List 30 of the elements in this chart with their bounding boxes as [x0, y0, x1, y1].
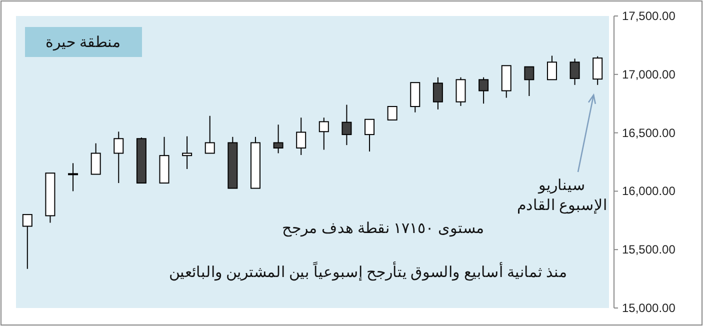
- candlestick: [432, 76, 443, 110]
- candlestick: [546, 55, 557, 80]
- candlestick: [478, 76, 489, 104]
- annotation: سيناريو الإسبوع القادم: [516, 177, 608, 214]
- y-tick-label: 17,500.00: [622, 9, 676, 23]
- candlestick: [296, 117, 306, 156]
- candlestick: [318, 117, 329, 150]
- y-tick-label: 16,000.00: [622, 184, 676, 198]
- candlestick: [22, 214, 32, 270]
- candlestick: [570, 58, 580, 86]
- candlestick: [273, 124, 284, 154]
- candlestick: [90, 142, 101, 175]
- candlestick: [114, 131, 124, 184]
- candlestick: [342, 104, 352, 146]
- candlestick: [68, 162, 78, 192]
- candlestick: [364, 118, 375, 152]
- candlestick: [204, 115, 215, 154]
- annotation: منذ ثمانية أسابيع والسوق يتأرجح إسبوعياً بين المشترين والبائعين: [168, 261, 568, 281]
- candlestick: [182, 136, 192, 170]
- y-tick-label: 17,000.00: [622, 67, 676, 82]
- candlestick: [592, 56, 603, 86]
- text: منطقة حيرة: [45, 34, 121, 51]
- candlestick: [387, 106, 398, 120]
- y-tick-label: 15,500.00: [622, 242, 676, 257]
- candlestick: [524, 66, 534, 97]
- y-tick-label: 16,500.00: [622, 126, 676, 140]
- candlestick: [456, 76, 466, 106]
- y-tick-label: 15,000.00: [622, 301, 676, 315]
- annotation: مستوى ١٧١٥٠ نقطة هدف مرجح: [282, 220, 484, 237]
- candlestick: [410, 82, 420, 113]
